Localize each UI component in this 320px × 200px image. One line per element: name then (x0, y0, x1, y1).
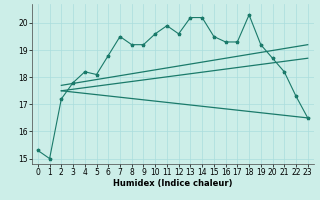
X-axis label: Humidex (Indice chaleur): Humidex (Indice chaleur) (113, 179, 233, 188)
